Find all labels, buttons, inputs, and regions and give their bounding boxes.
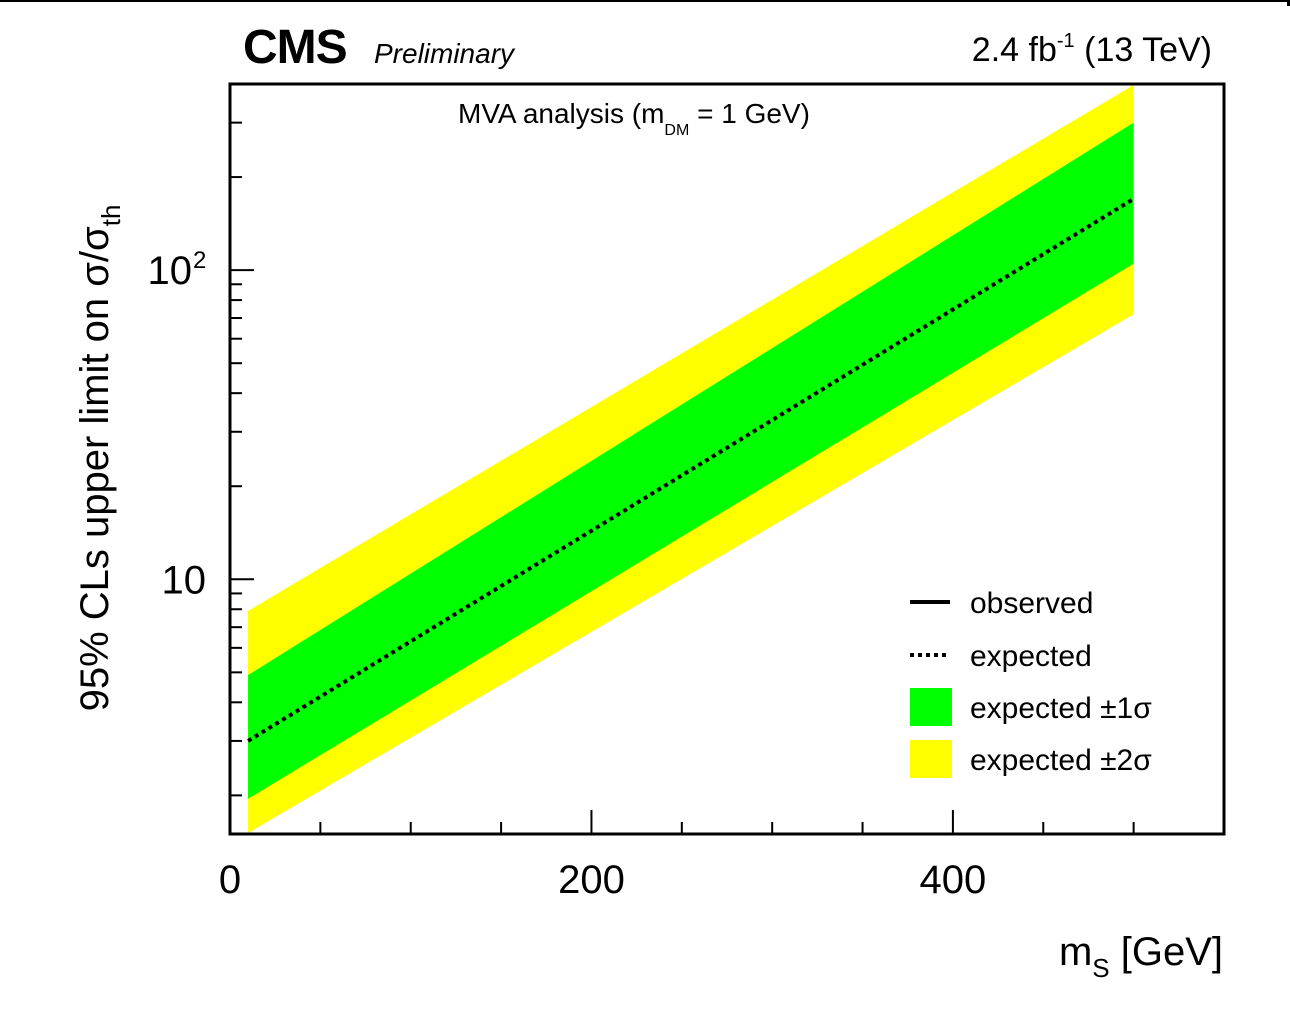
y-axis-title-sub: th <box>96 204 126 227</box>
annotation-tail: = 1 GeV) <box>689 98 810 129</box>
analysis-annotation: MVA analysis (mDM = 1 GeV) <box>458 98 810 140</box>
y-axis-title-main: 95% CLs upper limit on σ/σ <box>73 226 117 712</box>
uncertainty-bands <box>248 85 1134 833</box>
lumi-exponent: -1 <box>1056 30 1075 52</box>
lumi-value: 2.4 fb <box>971 31 1057 69</box>
legend-observed-label: observed <box>970 587 1093 620</box>
annotation-text: MVA analysis (m <box>458 98 665 129</box>
expected-limit-line <box>247 197 1135 743</box>
y-tick-label: 10 <box>148 249 193 293</box>
legend-one-sigma-swatch <box>910 688 952 726</box>
legend-expected-label: expected <box>970 640 1092 673</box>
legend: observed expected expected ±1σ expected … <box>910 587 1152 778</box>
legend-two-sigma-label: expected ±2σ <box>970 744 1152 777</box>
x-axis-title-unit: [GeV] <box>1109 930 1223 974</box>
legend-two-sigma-swatch <box>910 740 952 778</box>
annotation-subscript: DM <box>664 122 690 139</box>
legend-one-sigma-label: expected ±1σ <box>970 692 1152 725</box>
x-tick-label: 0 <box>219 858 241 902</box>
x-tick-label: 400 <box>920 858 987 902</box>
x-axis-title-sub: S <box>1092 953 1110 983</box>
energy-value: (13 TeV) <box>1074 31 1212 69</box>
one-sigma-band <box>248 122 1134 799</box>
y-tick-label: 10 <box>162 558 207 602</box>
corner-mark <box>1287 0 1290 6</box>
top-border <box>0 0 1290 2</box>
experiment-label: CMS <box>243 21 348 74</box>
plot-frame <box>228 82 1226 836</box>
y-tick-exponent: 2 <box>193 247 206 274</box>
x-axis-title-main: m <box>1058 930 1093 974</box>
y-axis-title: 95% CLs upper limit on σ/σth <box>73 205 127 712</box>
status-label: Preliminary <box>374 38 515 69</box>
x-tick-label: 200 <box>558 858 625 902</box>
luminosity-label: 2.4 fb-1 (13 TeV) <box>972 30 1212 70</box>
limit-lines <box>247 197 1135 743</box>
x-axis-title: mS [GeV] <box>1059 930 1223 984</box>
